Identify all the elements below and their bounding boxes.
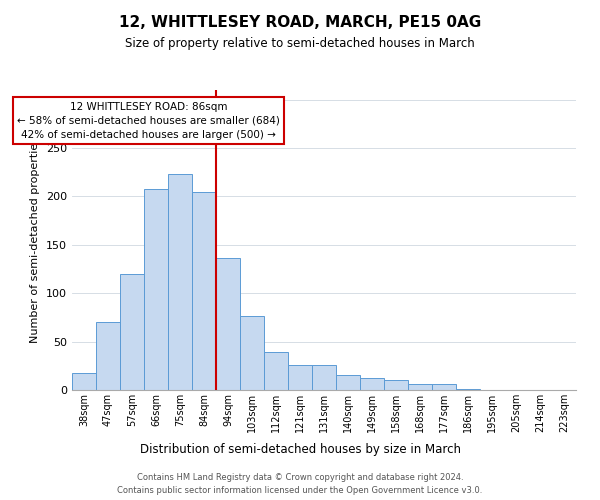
Bar [336, 376, 360, 390]
Bar [72, 372, 96, 390]
Text: Size of property relative to semi-detached houses in March: Size of property relative to semi-detach… [125, 38, 475, 51]
Y-axis label: Number of semi-detached properties: Number of semi-detached properties [31, 137, 40, 343]
Bar [96, 322, 120, 390]
Bar [216, 258, 240, 390]
Bar [360, 378, 384, 390]
Bar [192, 192, 216, 390]
Bar [432, 384, 456, 390]
Bar [288, 365, 312, 390]
Text: 12, WHITTLESEY ROAD, MARCH, PE15 0AG: 12, WHITTLESEY ROAD, MARCH, PE15 0AG [119, 15, 481, 30]
Bar [384, 380, 408, 390]
Bar [456, 389, 480, 390]
Bar [144, 188, 168, 390]
Bar [264, 352, 288, 390]
Text: 12 WHITTLESEY ROAD: 86sqm
← 58% of semi-detached houses are smaller (684)
42% of: 12 WHITTLESEY ROAD: 86sqm ← 58% of semi-… [17, 102, 280, 140]
Bar [312, 365, 336, 390]
Text: Distribution of semi-detached houses by size in March: Distribution of semi-detached houses by … [139, 442, 461, 456]
Bar [240, 316, 264, 390]
Bar [120, 274, 144, 390]
Bar [408, 384, 432, 390]
Bar [168, 174, 192, 390]
Text: Contains public sector information licensed under the Open Government Licence v3: Contains public sector information licen… [118, 486, 482, 495]
Text: Contains HM Land Registry data © Crown copyright and database right 2024.: Contains HM Land Registry data © Crown c… [137, 472, 463, 482]
